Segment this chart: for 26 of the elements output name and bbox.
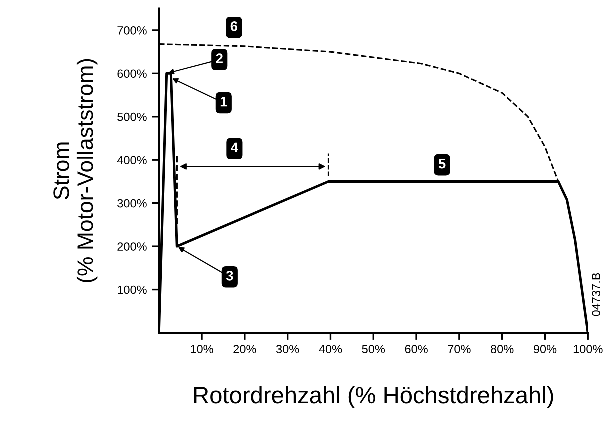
y-axis-title: Strom (% Motor-Vollaststrom) [54, 59, 98, 283]
annotation: 3 [226, 271, 234, 281]
annotation: 5 [438, 159, 446, 169]
y-tick-label: 700% [118, 26, 147, 35]
x-tick-label: 80% [491, 345, 514, 354]
y-tick-label: 500% [118, 112, 147, 122]
annotation: 4 [231, 142, 238, 152]
x-tick-label: 90% [534, 345, 557, 354]
annotation: 6 [230, 22, 238, 32]
x-tick-label: 70% [448, 345, 471, 354]
text: 04737.B [592, 273, 600, 316]
x-tick-label: 100% [574, 345, 603, 354]
x-axis-title: Rotordrehzahl (% Höchstdrehzahl) [194, 386, 554, 408]
x-tick-label: 40% [319, 345, 342, 354]
x-tick-label: 10% [191, 345, 214, 354]
y-tick-label: 200% [118, 242, 147, 251]
y-tick-label: 600% [118, 70, 147, 78]
x-tick-label: 60% [405, 345, 428, 354]
y-tick-label: 300% [118, 199, 147, 208]
annotation: 2 [216, 54, 223, 64]
y-tick-label: 400% [117, 156, 147, 165]
x-tick-label: 20% [234, 345, 256, 354]
x-tick-label: 30% [276, 345, 300, 354]
x-tick-label: 50% [362, 345, 386, 354]
y-tick-label: 100% [118, 286, 147, 294]
annotation: 1 [220, 97, 228, 107]
